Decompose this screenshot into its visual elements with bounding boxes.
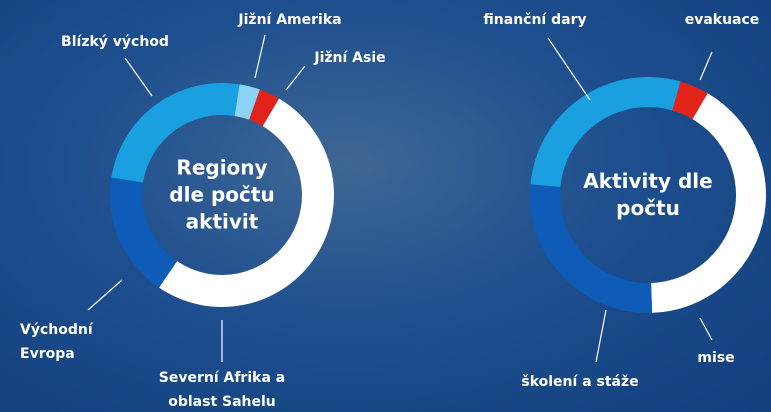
leader-line xyxy=(548,38,590,100)
segment-label: Blízký východ xyxy=(61,30,169,54)
segment-label: mise xyxy=(697,346,734,370)
donut-title: Aktivity dle počtu xyxy=(583,168,713,222)
segment-label: Severní Afrika a oblast Sahelu xyxy=(152,366,292,412)
leader-line xyxy=(286,66,305,90)
donut-title: Regiony dle počtu aktivit xyxy=(157,155,287,236)
segment-label: finanční dary xyxy=(483,8,586,32)
segment-label: evakuace xyxy=(685,8,760,32)
leader-line xyxy=(125,58,152,96)
leader-line xyxy=(596,310,606,362)
leader-line xyxy=(700,318,712,340)
segment-label: Jižní Asie xyxy=(314,46,385,70)
leader-line xyxy=(700,52,712,80)
leader-line xyxy=(88,280,122,310)
infographic: Jižní Amerika Jižní Asie Severní Afrika a … xyxy=(0,0,771,412)
segment-label: Jižní Amerika xyxy=(238,8,341,32)
segment-label: školení a stáže xyxy=(521,370,638,394)
segment-label: Východní Evropa xyxy=(20,318,100,366)
leader-line xyxy=(255,35,265,78)
